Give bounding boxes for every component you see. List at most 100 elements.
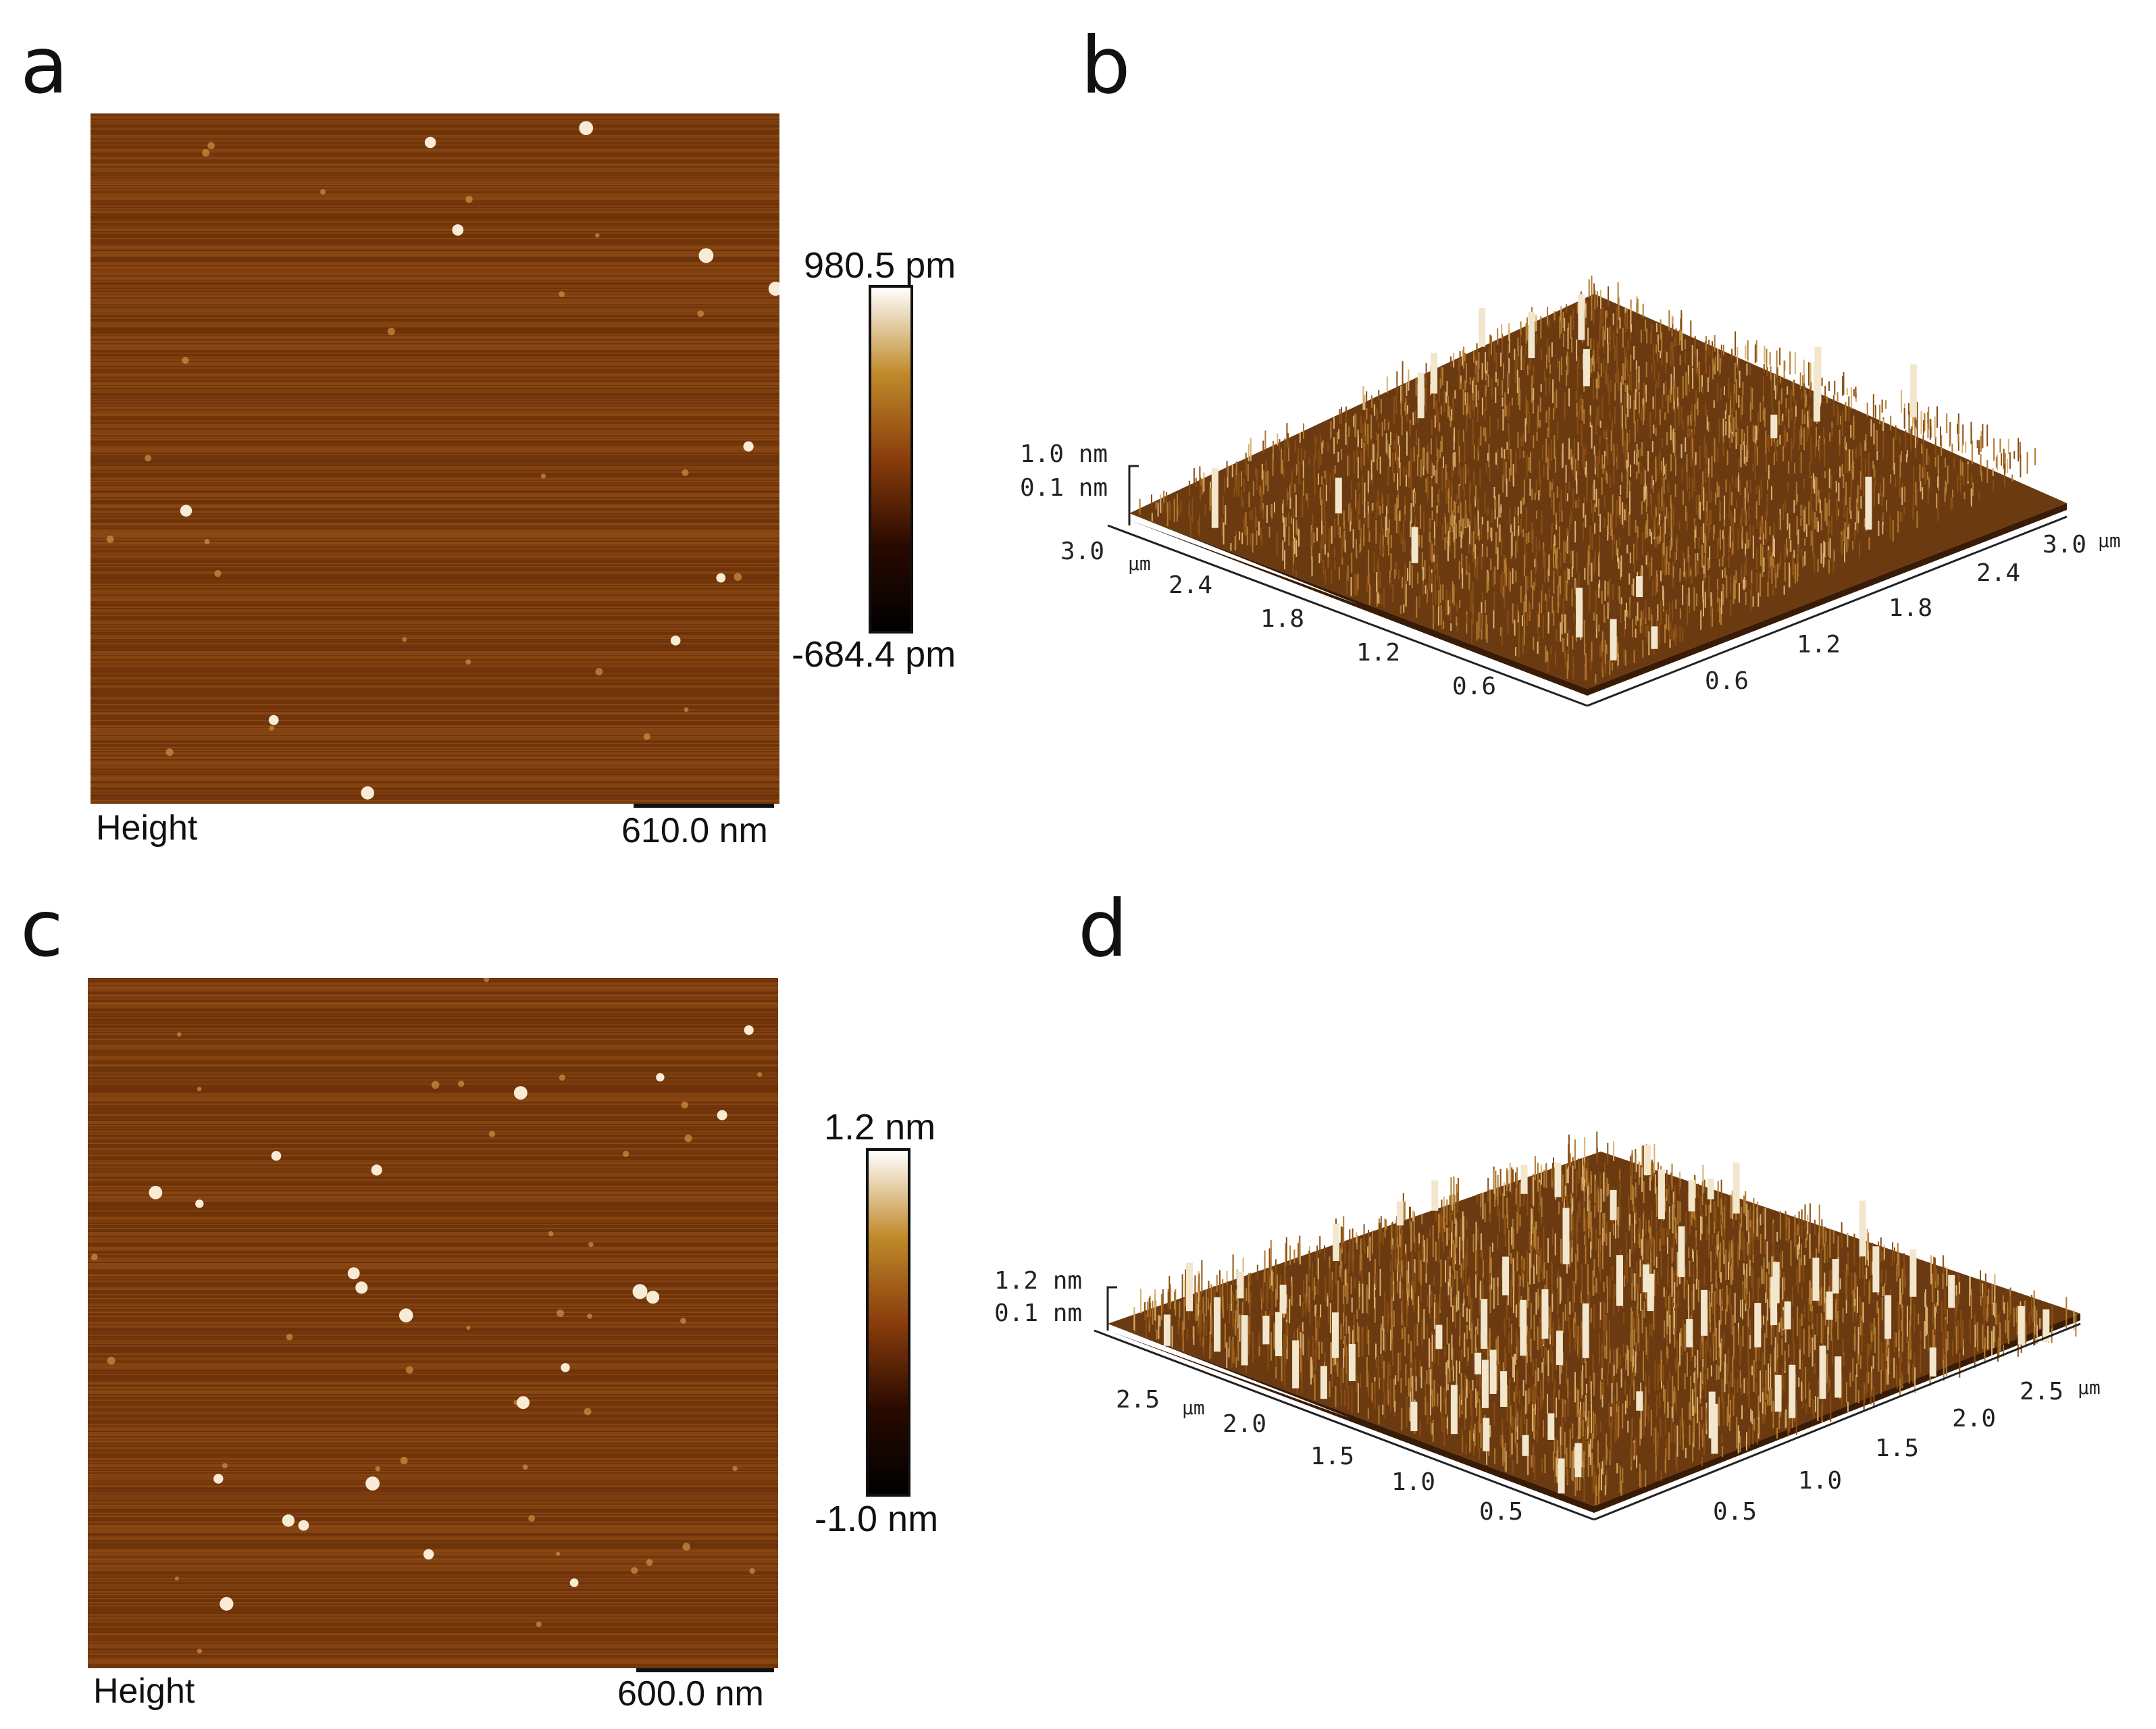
particle bbox=[732, 1466, 738, 1472]
left-tick-b-3: 1.2 bbox=[1356, 639, 1400, 667]
afm-3d-view-b: 1.0 nm 0.1 nm 3.0 µm 2.4 1.8 1.2 0.6 0.6… bbox=[986, 270, 2148, 770]
particle bbox=[197, 1087, 202, 1091]
right-tick-d-3: 2.0 bbox=[1952, 1405, 1996, 1433]
panel-label-a: a bbox=[20, 20, 69, 111]
surface-spike bbox=[1647, 1273, 1654, 1312]
left-unit-b: µm bbox=[1128, 552, 1151, 575]
particle bbox=[682, 1543, 690, 1551]
surface-spike bbox=[1411, 527, 1418, 563]
particle bbox=[631, 1567, 638, 1574]
right-tick-b-0: 0.6 bbox=[1705, 667, 1749, 695]
surface-spike bbox=[1528, 311, 1535, 359]
left-tick-b-4: 0.6 bbox=[1452, 673, 1496, 700]
z-bottom-label-d: 0.1 nm bbox=[994, 1299, 1082, 1327]
particle bbox=[757, 1072, 763, 1077]
particle bbox=[91, 1254, 98, 1261]
particle bbox=[561, 1363, 570, 1372]
surface-spike bbox=[1732, 1162, 1740, 1214]
afm-height-map-c bbox=[88, 978, 778, 1668]
surface-spike bbox=[1502, 1256, 1510, 1295]
particle bbox=[632, 1284, 648, 1299]
particle bbox=[743, 441, 754, 452]
surface-spike bbox=[1410, 1401, 1418, 1431]
surface-spike bbox=[1754, 1303, 1762, 1347]
scale-bar-a bbox=[634, 804, 774, 808]
particle bbox=[107, 1356, 116, 1365]
particle bbox=[556, 1309, 565, 1317]
surface-spike bbox=[1865, 476, 1872, 530]
surface-spike bbox=[1275, 1312, 1282, 1356]
particle bbox=[371, 1164, 382, 1176]
surface-spike bbox=[1435, 1324, 1443, 1349]
surface-spike bbox=[1832, 1259, 1839, 1294]
particle bbox=[588, 1241, 594, 1247]
z-bottom-label-b: 0.1 nm bbox=[1020, 474, 1108, 502]
right-tick-b-3: 2.4 bbox=[1976, 559, 2020, 587]
colorbar-max-label-a: 980.5 pm bbox=[804, 245, 956, 286]
particle bbox=[697, 310, 704, 317]
left-axis-d bbox=[1094, 1329, 1595, 1521]
particle bbox=[282, 1514, 295, 1527]
surface-spike bbox=[1262, 1316, 1270, 1345]
right-tick-d-2: 1.5 bbox=[1875, 1435, 1919, 1462]
right-tick-d-1: 1.0 bbox=[1798, 1467, 1842, 1495]
surface-spike bbox=[1450, 1385, 1458, 1435]
particle bbox=[145, 455, 152, 462]
right-tick-b-1: 1.2 bbox=[1797, 631, 1841, 659]
surface-spike bbox=[1643, 1144, 1651, 1176]
right-unit-d: µm bbox=[2078, 1376, 2101, 1399]
right-tick-d-4: 2.5 bbox=[2020, 1378, 2063, 1405]
particle bbox=[458, 1081, 465, 1087]
surface-spike bbox=[1576, 588, 1583, 638]
surface-spike bbox=[1431, 1180, 1439, 1211]
surface-spike bbox=[1582, 1303, 1589, 1358]
surface-spike bbox=[1636, 1391, 1643, 1411]
afm-height-map-a bbox=[91, 113, 779, 804]
particle bbox=[399, 1308, 413, 1322]
surface-spike bbox=[1500, 1371, 1508, 1407]
particle bbox=[423, 1549, 434, 1559]
particle bbox=[149, 1185, 163, 1199]
particle bbox=[452, 224, 464, 236]
particle bbox=[375, 1466, 380, 1472]
surface-spike bbox=[1489, 1349, 1497, 1394]
surface-spike bbox=[1909, 364, 1917, 417]
surface-spike bbox=[1483, 1418, 1490, 1451]
particle bbox=[522, 1464, 528, 1470]
right-tick-b-4: 3.0 bbox=[2043, 531, 2086, 559]
colorbar-c bbox=[866, 1148, 910, 1497]
particle bbox=[271, 1151, 282, 1161]
surface-spike bbox=[1214, 1297, 1221, 1352]
particle bbox=[656, 1073, 665, 1082]
particle bbox=[513, 1086, 528, 1100]
particle bbox=[466, 1325, 471, 1331]
particle bbox=[400, 1457, 408, 1464]
surface-spike bbox=[1417, 372, 1424, 419]
surface-spike bbox=[1554, 1162, 1562, 1197]
surface-spike bbox=[1859, 1200, 1866, 1257]
particle bbox=[584, 1408, 592, 1416]
particle bbox=[488, 1131, 496, 1137]
surface-spike bbox=[1558, 1458, 1565, 1494]
surface-spike bbox=[1814, 346, 1822, 403]
surface-spike bbox=[2018, 1306, 2025, 1345]
surface-3d-d bbox=[1108, 1131, 2080, 1513]
particle bbox=[559, 291, 565, 297]
surface-spike bbox=[1186, 1262, 1193, 1312]
particle bbox=[204, 538, 210, 544]
particle bbox=[569, 1578, 579, 1587]
surface-spike bbox=[1396, 1201, 1404, 1226]
particle bbox=[749, 1568, 755, 1574]
particle bbox=[587, 1313, 592, 1319]
surface-spike bbox=[1688, 1180, 1695, 1212]
panel-label-b: b bbox=[1081, 20, 1131, 111]
surface-spike bbox=[1556, 1331, 1563, 1365]
left-unit-d: µm bbox=[1182, 1397, 1205, 1419]
particle bbox=[680, 1318, 687, 1324]
surface-spike bbox=[1701, 1289, 1708, 1336]
particle bbox=[536, 1621, 542, 1628]
particle bbox=[744, 1025, 754, 1035]
surface-spike bbox=[1481, 1360, 1489, 1408]
particle bbox=[106, 536, 114, 543]
particle bbox=[646, 1291, 660, 1304]
